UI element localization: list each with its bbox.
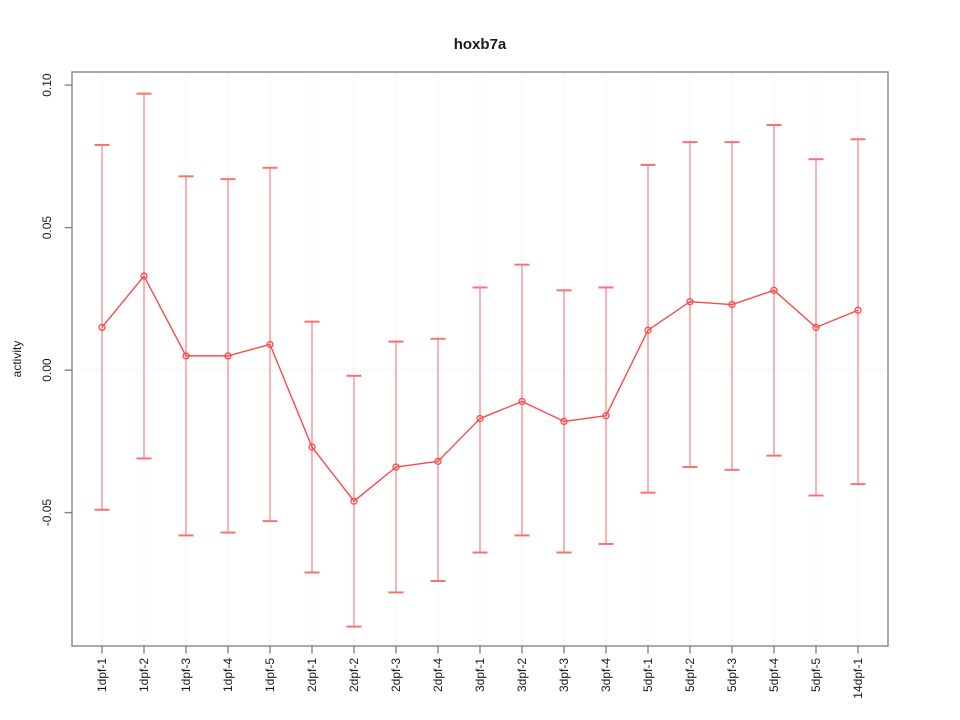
x-tick-label: 5dpf-3 [725,658,739,692]
series-layer [98,272,862,505]
data-point [350,497,358,505]
data-point [518,397,526,406]
data-point [770,286,778,294]
chart-title: hoxb7a [454,36,507,53]
x-tick-label: 3dpf-2 [515,658,529,692]
y-axis-label: activity [10,341,24,378]
data-point [476,414,484,423]
x-tick-label: 5dpf-4 [767,658,781,692]
y-tick-label: 0.00 [40,358,54,382]
x-tick-label: 2dpf-3 [389,658,403,692]
error-bar-layer [94,92,866,628]
tick-layer [64,84,859,654]
x-tick-label: 2dpf-1 [305,658,319,692]
data-point [182,352,190,360]
x-tick-label: 2dpf-4 [431,658,445,692]
data-point [644,326,652,334]
x-tick-label: 5dpf-1 [641,658,655,692]
x-tick-label: 3dpf-4 [599,658,613,692]
x-tick-label: 5dpf-2 [683,658,697,692]
x-tick-label: 1dpf-5 [263,658,277,692]
x-tick-label: 1dpf-4 [221,658,235,692]
y-tick-label: -0.05 [40,499,54,527]
data-point [140,272,148,280]
data-point [266,340,274,349]
tick-label-layer: 0.10 0.05 0.00 -0.05 1dpf-1 1dpf-2 1dpf-3 1dpf-… [40,73,865,699]
data-point [224,352,232,360]
x-tick-label: 3dpf-1 [473,658,487,692]
y-tick-label: 0.05 [40,216,54,240]
x-tick-label: 1dpf-3 [179,658,193,692]
x-tick-label: 1dpf-2 [137,658,151,692]
data-point [812,323,820,332]
data-point [560,417,568,426]
y-tick-label: 0.10 [40,73,54,97]
x-tick-label: 3dpf-3 [557,658,571,692]
x-tick-label: 5dpf-5 [809,658,823,692]
data-point [98,323,106,332]
data-point [728,300,736,309]
series-line [101,275,859,502]
x-tick-label: 2dpf-2 [347,658,361,692]
data-point [308,443,316,451]
data-point [686,298,694,306]
data-point [434,457,442,465]
x-tick-label: 1dpf-1 [95,658,109,692]
data-point [854,306,862,314]
data-point [602,412,610,420]
x-tick-label: 14dpf-1 [851,658,865,699]
data-point [392,463,400,471]
